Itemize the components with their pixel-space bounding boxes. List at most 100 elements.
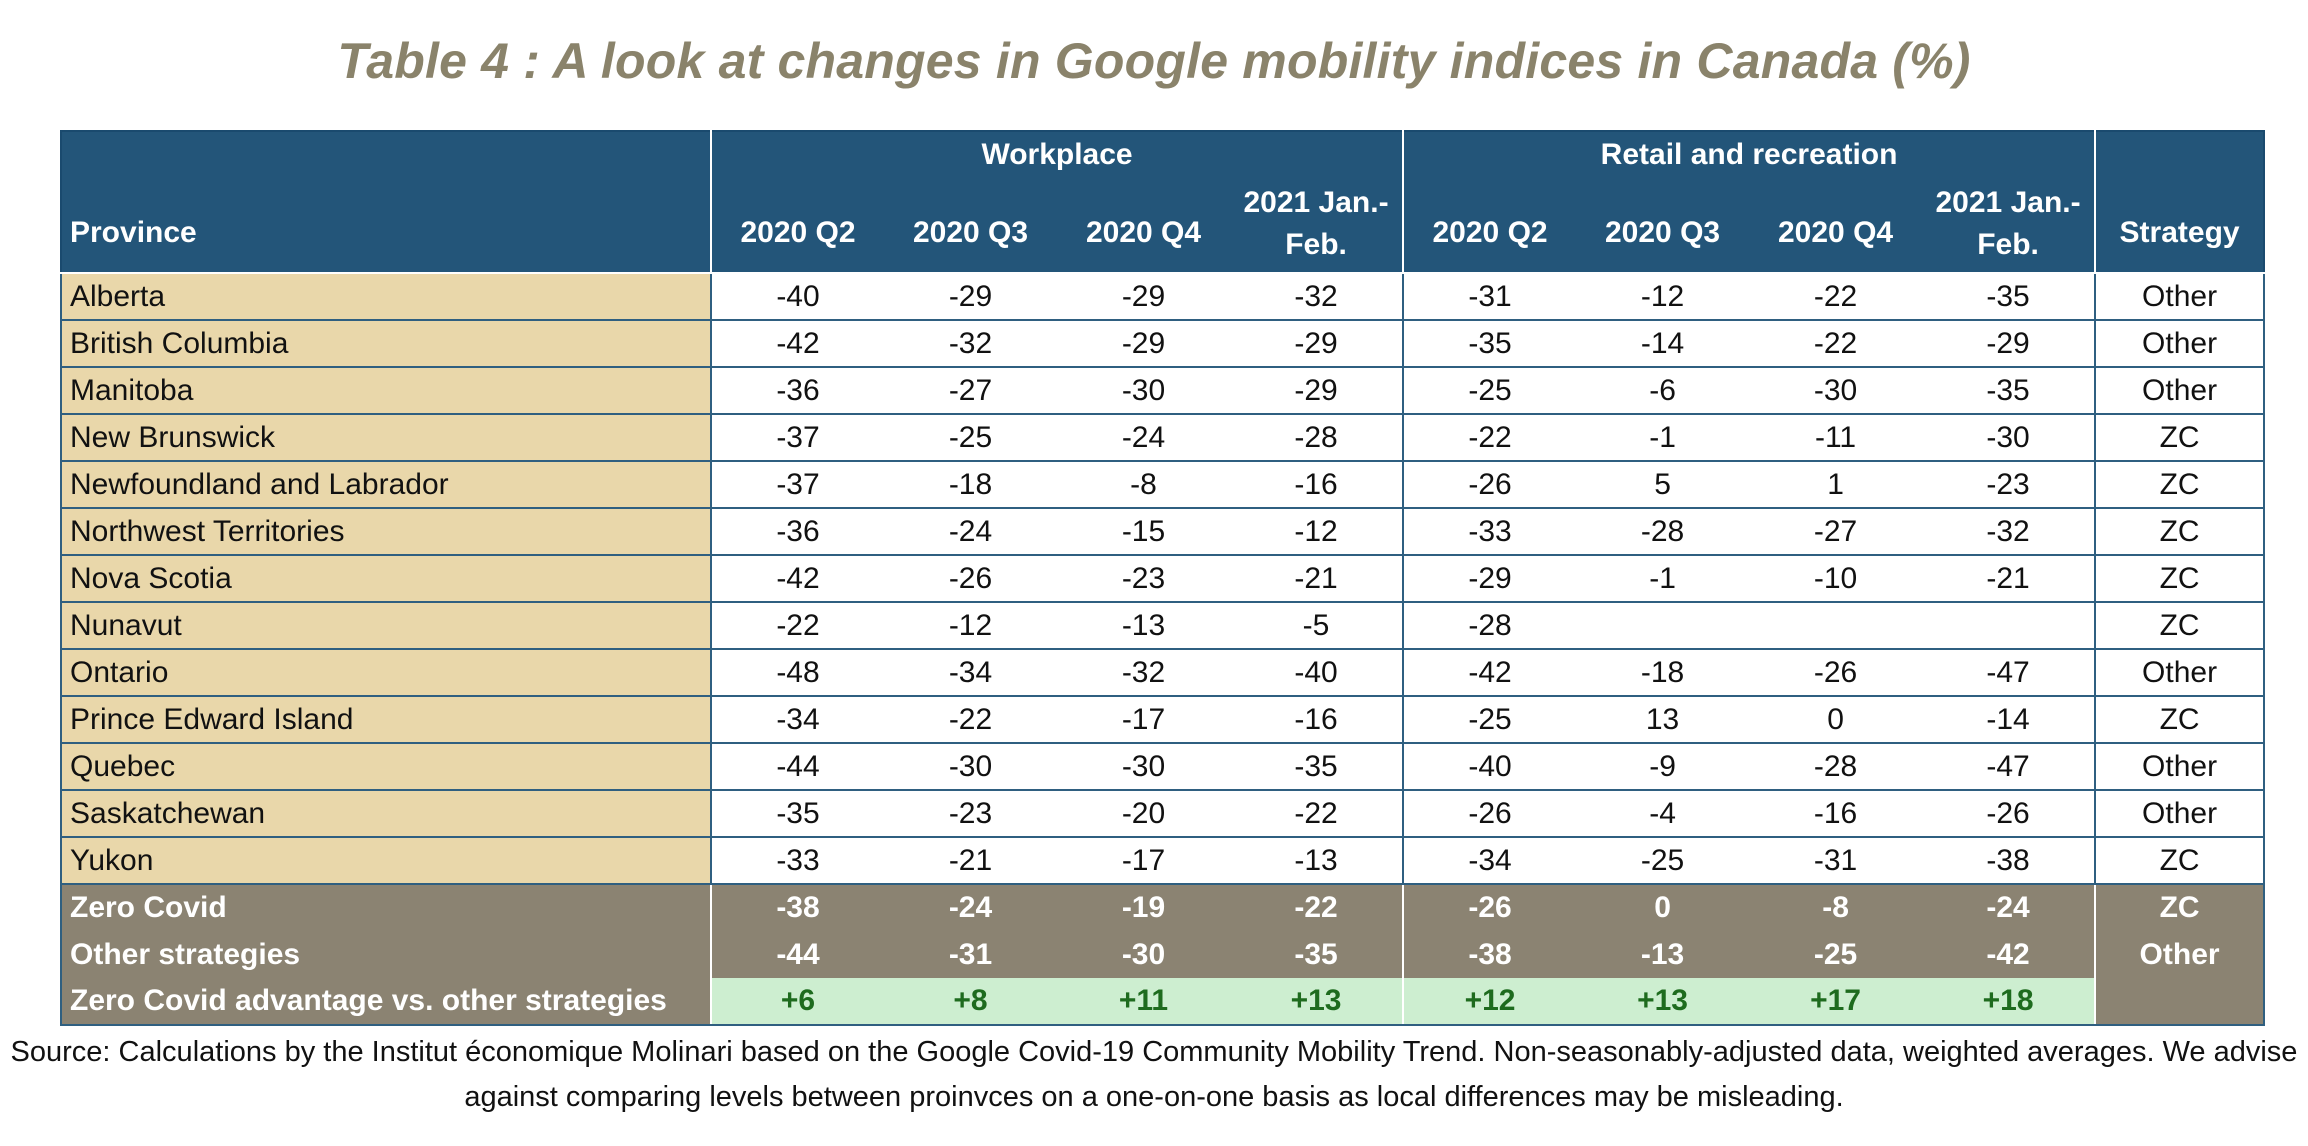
- value-cell: -30: [884, 742, 1057, 791]
- value-cell: 1: [1749, 460, 1923, 509]
- strategy-cell: ZC: [2095, 601, 2266, 650]
- value-cell: -29: [1403, 554, 1577, 603]
- value-cell: [1749, 601, 1923, 650]
- value-cell: -30: [1922, 413, 2097, 462]
- value-cell: -25: [1576, 836, 1750, 885]
- value-cell: -18: [884, 460, 1057, 509]
- value-cell: -40: [1403, 742, 1577, 791]
- province-name: New Brunswick: [60, 413, 712, 462]
- summary-row: Zero Covid -38 -24 -19 -22 -26 0 -8 -24 ZC: [60, 883, 2266, 931]
- value-cell: -1: [1576, 554, 1750, 603]
- value-cell: -33: [711, 836, 884, 885]
- table-row: Quebec -44 -30 -30 -35 -40 -9 -28 -47 Other: [60, 742, 2266, 791]
- value-cell: -22: [1749, 272, 1923, 321]
- value-cell: -28: [1230, 413, 1405, 462]
- value-cell: -25: [1403, 695, 1577, 744]
- value-cell: -6: [1576, 366, 1750, 415]
- value-cell: -35: [1403, 319, 1577, 368]
- advantage-value-cell: +6: [711, 978, 884, 1026]
- province-name: Newfoundland and Labrador: [60, 460, 712, 509]
- table-title: Table 4 : A look at changes in Google mo…: [337, 33, 1971, 89]
- value-cell: -25: [884, 413, 1057, 462]
- value-cell: -14: [1922, 695, 2097, 744]
- province-name: Manitoba: [60, 366, 712, 415]
- value-cell: -26: [884, 554, 1057, 603]
- value-cell: -42: [1403, 648, 1577, 697]
- strategy-cell: Other: [2095, 272, 2266, 321]
- value-cell: -29: [1922, 319, 2097, 368]
- table-row: Ontario -48 -34 -32 -40 -42 -18 -26 -47 Other: [60, 648, 2266, 697]
- summary-value-cell: -25: [1749, 931, 1923, 978]
- strategy-cell: Other: [2095, 789, 2266, 838]
- value-cell: -30: [1057, 366, 1230, 415]
- province-name: Nova Scotia: [60, 554, 712, 603]
- value-cell: -29: [884, 272, 1057, 321]
- value-cell: -37: [711, 413, 884, 462]
- value-cell: -12: [1230, 507, 1405, 556]
- strategy-cell: ZC: [2095, 413, 2266, 462]
- value-cell: 5: [1576, 460, 1750, 509]
- value-cell: -27: [884, 366, 1057, 415]
- value-cell: -22: [1230, 789, 1405, 838]
- value-cell: -23: [884, 789, 1057, 838]
- retail-period-header: 2020 Q4: [1749, 178, 1923, 274]
- value-cell: -28: [1403, 601, 1577, 650]
- value-cell: -4: [1576, 789, 1750, 838]
- table-row: British Columbia -42 -32 -29 -29 -35 -14 -22 -29…: [60, 319, 2266, 368]
- strategy-cell: Other: [2095, 319, 2266, 368]
- province-name: Nunavut: [60, 601, 712, 650]
- value-cell: 0: [1749, 695, 1923, 744]
- summary-value-cell: 0: [1576, 883, 1750, 931]
- summary-strategy-cell: ZC: [2094, 883, 2266, 931]
- table-row: Prince Edward Island -34 -22 -17 -16 -25 13 0 -1…: [60, 695, 2266, 744]
- value-cell: -22: [1403, 413, 1577, 462]
- value-cell: [1922, 601, 2097, 650]
- value-cell: -11: [1749, 413, 1923, 462]
- advantage-value-cell: +17: [1749, 978, 1923, 1026]
- value-cell: -12: [1576, 272, 1750, 321]
- strategy-cell: ZC: [2095, 695, 2266, 744]
- value-cell: -22: [1749, 319, 1923, 368]
- value-cell: -37: [711, 460, 884, 509]
- value-cell: -26: [1749, 648, 1923, 697]
- value-cell: -44: [711, 742, 884, 791]
- value-cell: -35: [1230, 742, 1405, 791]
- value-cell: -38: [1922, 836, 2097, 885]
- workplace-group-header: Workplace: [709, 130, 1405, 178]
- value-cell: -30: [1749, 366, 1923, 415]
- value-cell: -16: [1749, 789, 1923, 838]
- workplace-period-header: 2020 Q2: [710, 178, 884, 274]
- value-cell: -32: [884, 319, 1057, 368]
- value-cell: -9: [1576, 742, 1750, 791]
- summary-strategy-cell: Other: [2094, 931, 2266, 978]
- value-cell: -32: [1230, 272, 1405, 321]
- table-row: Northwest Territories -36 -24 -15 -12 -33 -28-…: [60, 507, 2266, 556]
- value-cell: -26: [1403, 789, 1577, 838]
- strategy-cell: Other: [2095, 366, 2266, 415]
- retail-period-header: 2020 Q2: [1402, 178, 1577, 274]
- summary-value-cell: -19: [1057, 883, 1230, 931]
- strategy-cell: ZC: [2095, 836, 2266, 885]
- value-cell: -21: [1230, 554, 1405, 603]
- retail-period-header: 2021 Jan.-Feb.: [1922, 178, 2097, 274]
- value-cell: -29: [1230, 319, 1405, 368]
- summary-value-cell: -24: [884, 883, 1057, 931]
- summary-value-cell: -13: [1576, 931, 1750, 978]
- value-cell: -29: [1057, 319, 1230, 368]
- value-cell: -26: [1403, 460, 1577, 509]
- value-cell: -20: [1057, 789, 1230, 838]
- value-cell: -32: [1057, 648, 1230, 697]
- summary-value-cell: -38: [711, 883, 884, 931]
- value-cell: -28: [1576, 507, 1750, 556]
- value-cell: -40: [1230, 648, 1405, 697]
- advantage-value-cell: +13: [1230, 978, 1405, 1026]
- value-cell: -17: [1057, 695, 1230, 744]
- value-cell: -17: [1057, 836, 1230, 885]
- value-cell: -29: [1230, 366, 1405, 415]
- value-cell: -18: [1576, 648, 1750, 697]
- summary-value-cell: -44: [711, 931, 884, 978]
- table-row: Nunavut -22 -12 -13 -5 -28 ZC: [60, 601, 2266, 650]
- strategy-cell: ZC: [2095, 460, 2266, 509]
- mobility-table: Province Workplace Retail and recreation…: [60, 130, 2266, 1026]
- summary-label: Zero Covid: [60, 883, 712, 931]
